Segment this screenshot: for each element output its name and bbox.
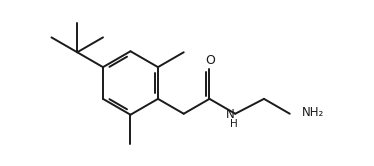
Text: H: H [230,119,238,129]
Text: O: O [206,54,215,67]
Text: N: N [226,108,234,121]
Text: NH₂: NH₂ [302,106,324,119]
